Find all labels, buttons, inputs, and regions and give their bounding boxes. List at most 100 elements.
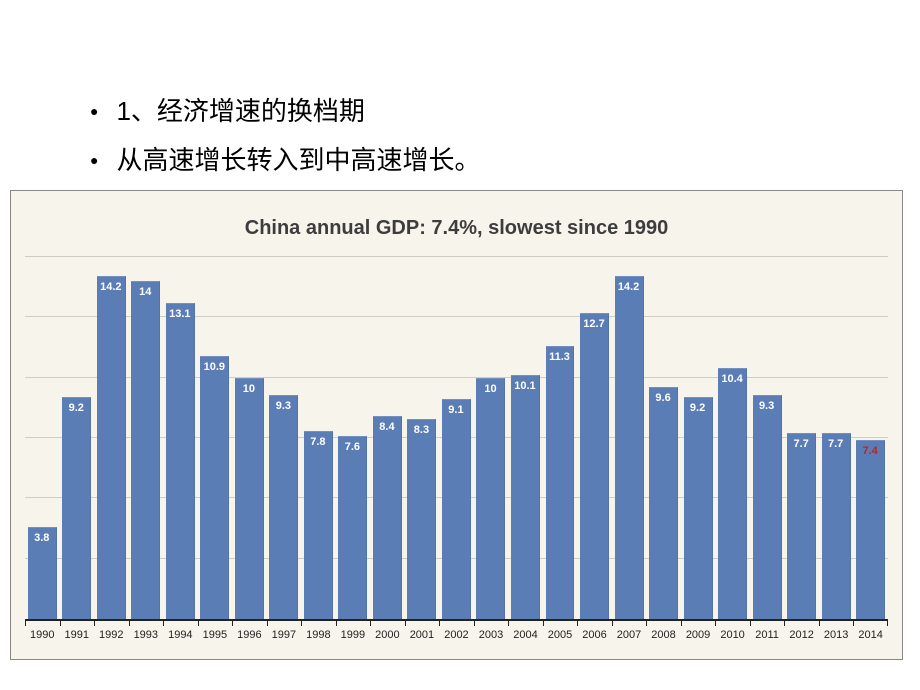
bar: 14 [131, 281, 160, 619]
bar: 10.1 [511, 375, 540, 619]
bar-slot: 10.4 [715, 257, 750, 619]
bar-slot: 14.2 [612, 257, 647, 619]
x-label: 2000 [375, 629, 399, 659]
bar-slot: 9.2 [681, 257, 716, 619]
x-label: 1999 [341, 629, 365, 659]
bar-value-label: 9.3 [753, 400, 781, 412]
bar-value-label: 12.7 [580, 318, 608, 330]
x-tick-mark [577, 621, 578, 626]
x-tick-mark [129, 621, 130, 626]
bar: 10.4 [718, 368, 747, 619]
x-tick: 2011 [750, 621, 785, 659]
x-tick-mark [784, 621, 785, 626]
bar: 3.8 [28, 527, 57, 619]
bar-slot: 7.8 [301, 257, 336, 619]
x-label: 1993 [134, 629, 158, 659]
x-label: 2012 [789, 629, 813, 659]
x-label: 2007 [617, 629, 641, 659]
x-tick-mark [370, 621, 371, 626]
bar-slot: 14.2 [94, 257, 129, 619]
bar-value-label: 9.2 [684, 402, 712, 414]
x-tick-mark [94, 621, 95, 626]
x-tick-mark [267, 621, 268, 626]
x-tick: 2010 [715, 621, 750, 659]
x-tick-mark [887, 621, 888, 626]
bar-value-label: 7.6 [338, 441, 366, 453]
x-tick: 2000 [370, 621, 405, 659]
bar-value-label: 11.3 [546, 351, 574, 363]
x-tick: 1999 [336, 621, 371, 659]
bar-value-label: 14.2 [615, 281, 643, 293]
x-label: 2006 [582, 629, 606, 659]
bar-slot: 7.7 [784, 257, 819, 619]
x-tick-mark [163, 621, 164, 626]
bar: 9.3 [753, 395, 782, 619]
bar-slot: 9.3 [267, 257, 302, 619]
bar: 7.6 [338, 436, 367, 619]
bar: 8.4 [373, 416, 402, 619]
bar-slot: 9.3 [750, 257, 785, 619]
x-label: 2010 [720, 629, 744, 659]
bar-value-label: 14.2 [97, 281, 125, 293]
bar: 9.1 [442, 399, 471, 619]
x-axis: 1990199119921993199419951996199719981999… [25, 619, 888, 659]
bar: 10 [235, 378, 264, 619]
bar: 11.3 [546, 346, 575, 619]
bar-slot: 10 [474, 257, 509, 619]
bar-value-label: 10.4 [718, 373, 746, 385]
bar-slot: 3.8 [25, 257, 60, 619]
bar-value-label: 8.4 [373, 421, 401, 433]
bar: 14.2 [97, 276, 126, 619]
bar-slot: 9.2 [60, 257, 95, 619]
bar-value-label: 7.7 [787, 438, 815, 450]
x-tick: 2003 [474, 621, 509, 659]
x-label: 1992 [99, 629, 123, 659]
x-tick-mark [439, 621, 440, 626]
bullet-dot-icon: ● [90, 150, 98, 171]
bar: 9.2 [62, 397, 91, 619]
x-label: 1990 [30, 629, 54, 659]
x-tick-mark [681, 621, 682, 626]
x-label: 1991 [65, 629, 89, 659]
x-label: 2001 [410, 629, 434, 659]
bar: 8.3 [407, 419, 436, 619]
bullet-line-1: ● 1、经济增速的换档期 [90, 92, 920, 131]
bar-value-label: 7.4 [856, 445, 884, 457]
x-label: 2009 [686, 629, 710, 659]
bar-value-label: 10.1 [511, 380, 539, 392]
bar: 9.3 [269, 395, 298, 619]
x-label: 1998 [306, 629, 330, 659]
x-tick-mark [715, 621, 716, 626]
x-tick-mark [232, 621, 233, 626]
x-tick: 1998 [301, 621, 336, 659]
bar: 9.2 [684, 397, 713, 619]
x-tick-mark [508, 621, 509, 626]
bar-value-label: 10.9 [200, 361, 228, 373]
x-tick: 2002 [439, 621, 474, 659]
x-tick: 2013 [819, 621, 854, 659]
bar-slot: 13.1 [163, 257, 198, 619]
x-tick-mark [853, 621, 854, 626]
bar: 7.8 [304, 431, 333, 619]
bar: 9.6 [649, 387, 678, 619]
x-tick-mark [25, 621, 26, 626]
bar-value-label: 13.1 [166, 308, 194, 320]
x-tick-mark [301, 621, 302, 626]
bullet-line-2: ● 从高速增长转入到中高速增长。 [90, 141, 920, 180]
bullet-dot-icon: ● [90, 101, 98, 122]
x-tick-mark [60, 621, 61, 626]
bar: 14.2 [615, 276, 644, 619]
bar-slot: 7.6 [336, 257, 371, 619]
x-label: 2011 [755, 629, 779, 659]
bar: 7.4 [856, 440, 885, 619]
x-tick: 2008 [646, 621, 681, 659]
bar-slot: 8.3 [405, 257, 440, 619]
bar-value-label: 8.3 [407, 424, 435, 436]
bar-slot: 10 [232, 257, 267, 619]
x-tick: 2009 [681, 621, 716, 659]
x-tick: 2012 [784, 621, 819, 659]
x-tick: 1997 [267, 621, 302, 659]
x-tick-mark [819, 621, 820, 626]
bar: 10.9 [200, 356, 229, 619]
x-tick: 2014 [853, 621, 888, 659]
